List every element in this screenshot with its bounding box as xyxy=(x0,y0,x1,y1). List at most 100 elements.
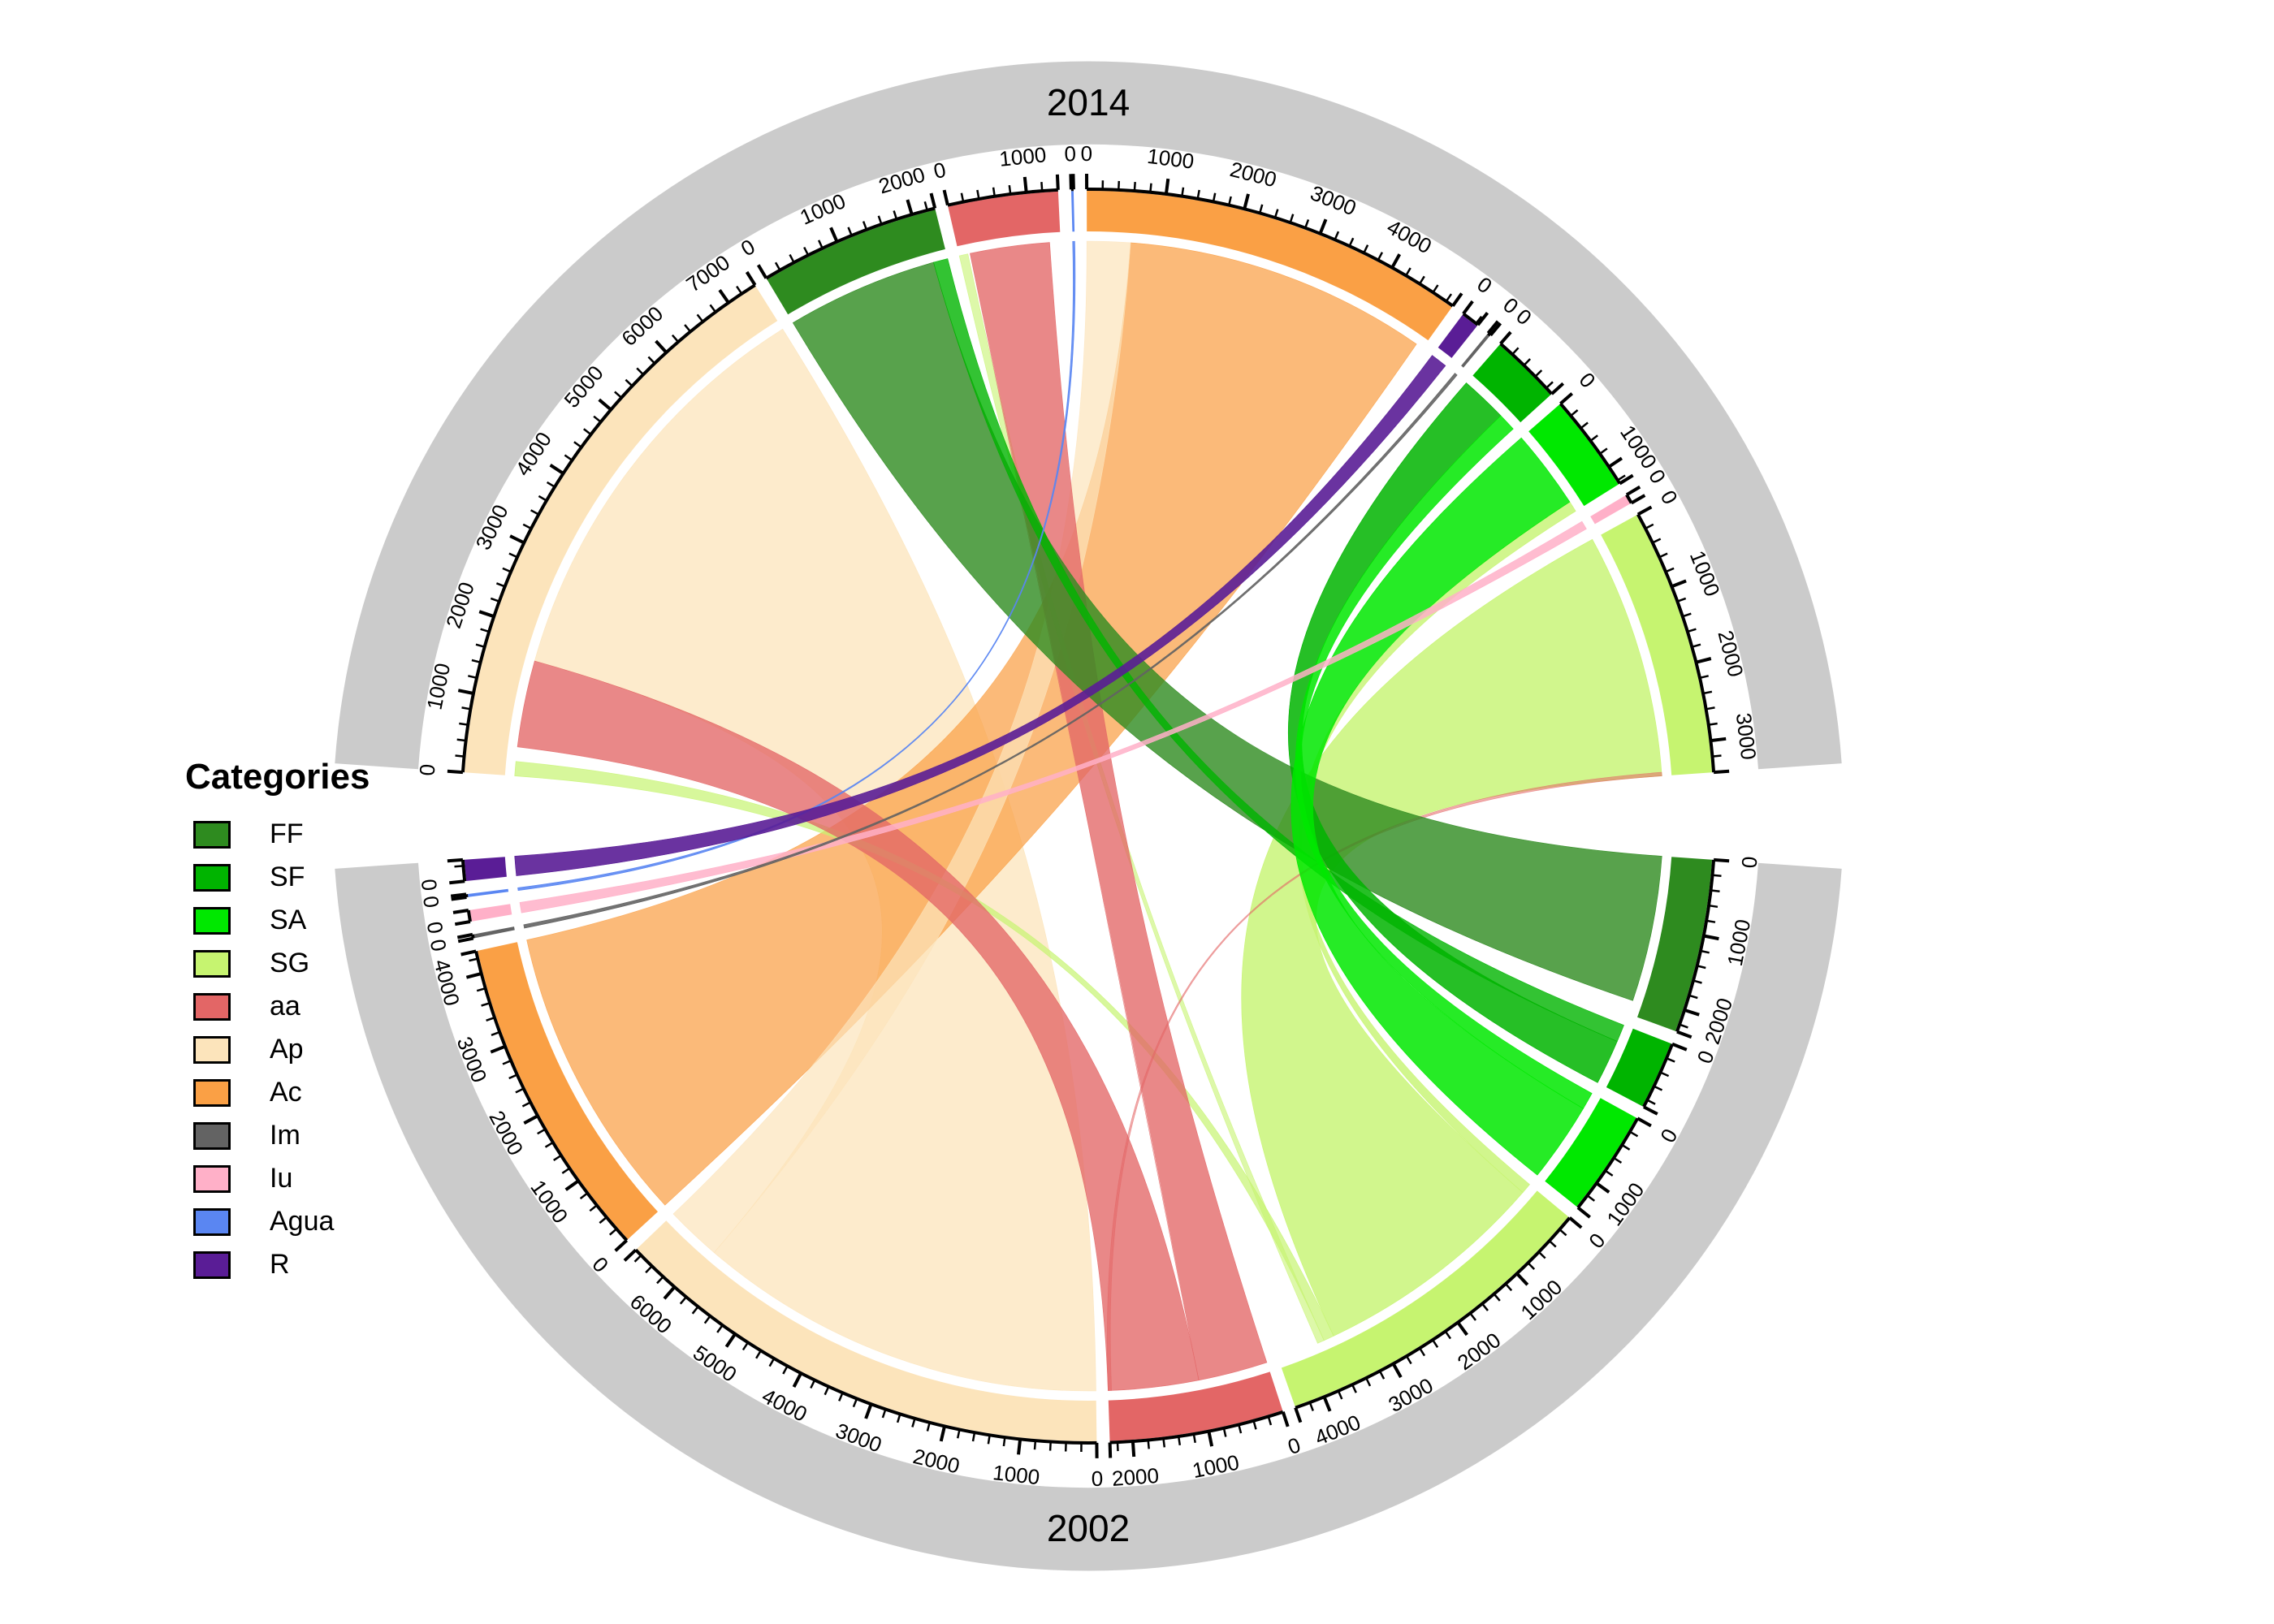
tick-label: 0 xyxy=(1737,856,1762,870)
ribbon-FF-to-FF xyxy=(792,261,1662,1001)
sector-SA-2002 xyxy=(1545,1098,1636,1207)
legend: Categories FF SF SA SG aa Ap Ac xyxy=(185,759,370,1286)
axis-Im-2002: 0 xyxy=(426,932,475,953)
legend-label: Iu xyxy=(270,1163,293,1194)
tick-label: 0 xyxy=(415,763,440,777)
sector-Iu-2002 xyxy=(469,904,512,922)
ribbon-Im-to-Im xyxy=(523,373,1458,929)
tick-label: 0 xyxy=(1574,368,1600,393)
tick-label: 1000 xyxy=(1146,144,1195,174)
legend-swatch-R xyxy=(193,1250,231,1279)
legend-swatch-Iu xyxy=(193,1164,231,1193)
tick-label: 1000 xyxy=(992,1460,1041,1489)
tick-label: 1000 xyxy=(998,142,1048,171)
legend-item-R: R xyxy=(185,1243,370,1286)
axis-Iu-2002: 0 xyxy=(422,909,472,935)
tick-label: 0 xyxy=(1092,1466,1104,1491)
sector-Iu-2014 xyxy=(1590,495,1631,525)
tick-label: 0 xyxy=(1285,1432,1303,1459)
chord-ribbons xyxy=(514,240,1662,1392)
sector-FF-2014 xyxy=(767,209,945,315)
tick-label: 0 xyxy=(1656,486,1683,508)
tick-label: 0 xyxy=(1472,272,1497,299)
outer-year-ring xyxy=(335,61,1842,1571)
sector-Agua-2002 xyxy=(468,888,509,897)
ribbon-SA-to-SF xyxy=(1295,415,1593,1109)
legend-label: SG xyxy=(270,948,310,978)
legend-label: SF xyxy=(270,862,305,892)
sector-Ac-2002 xyxy=(478,942,658,1240)
year-label-2014: 2014 xyxy=(1047,81,1130,123)
ribbon-aa-to-Ap xyxy=(517,660,1200,1391)
ribbon-SG-to-aa xyxy=(958,253,1325,1344)
legend-item-FF: FF xyxy=(185,813,370,856)
legend-item-SG: SG xyxy=(185,942,370,985)
legend-swatch-Im xyxy=(193,1121,231,1150)
legend-item-Ac: Ac xyxy=(185,1071,370,1114)
sector-SG-2014 xyxy=(1601,515,1713,775)
ribbon-Iu-to-Iu xyxy=(519,520,1587,914)
sector-R-2002 xyxy=(464,857,507,881)
tick-label: 2000 xyxy=(1111,1463,1160,1491)
tick-label: 0 xyxy=(1655,1125,1682,1147)
tick-label: 0 xyxy=(417,878,442,892)
legend-swatch-aa xyxy=(193,992,231,1021)
sector-Ap-2014 xyxy=(464,286,778,775)
ribbon-SF-to-SF xyxy=(1288,382,1618,1083)
legend-swatch-SA xyxy=(193,906,231,935)
legend-item-SF: SF xyxy=(185,856,370,899)
legend-item-aa: aa xyxy=(185,985,370,1028)
legend-swatch-SF xyxy=(193,863,231,892)
tick-label: 0 xyxy=(1692,1047,1718,1067)
axis-Agua-2014: 0 xyxy=(1064,141,1076,192)
legend-label: FF xyxy=(270,818,304,849)
legend-label: Agua xyxy=(270,1206,335,1237)
legend-label: Ac xyxy=(270,1077,302,1108)
ribbon-aa-to-SG xyxy=(1107,771,1662,1391)
legend-label: R xyxy=(270,1249,290,1280)
legend-swatch-Ap xyxy=(193,1035,231,1064)
sector-Im-2002 xyxy=(473,926,515,939)
axis-R-2014: 0 xyxy=(1462,272,1497,326)
sector-FF-2002 xyxy=(1637,857,1713,1031)
sector-SG-2002 xyxy=(1281,1190,1569,1406)
sector-Im-2014 xyxy=(1461,334,1489,368)
legend-swatch-FF xyxy=(193,820,231,849)
legend-label: Im xyxy=(270,1120,300,1151)
legend-item-Agua: Agua xyxy=(185,1200,370,1243)
legend-title: Categories xyxy=(185,757,370,797)
sector-Agua-2014 xyxy=(1071,191,1075,232)
sector-SF-2002 xyxy=(1606,1028,1671,1107)
legend-label: Ap xyxy=(270,1034,304,1065)
legend-item-Ap: Ap xyxy=(185,1028,370,1071)
legend-label: SA xyxy=(270,905,307,935)
sector-aa-2014 xyxy=(948,191,1061,247)
legend-swatch-Agua xyxy=(193,1207,231,1236)
sector-arcs xyxy=(464,190,1713,1441)
tick-label: 0 xyxy=(426,937,452,953)
tick-label: 0 xyxy=(418,895,444,909)
year-label-2002: 2002 xyxy=(1047,1507,1130,1549)
legend-swatch-SG xyxy=(193,949,231,978)
sector-aa-2002 xyxy=(1108,1371,1283,1441)
legend-item-Im: Im xyxy=(185,1114,370,1157)
year-ring-2014 xyxy=(335,61,1842,770)
sector-Ap-2002 xyxy=(637,1220,1097,1441)
legend-label: aa xyxy=(270,991,300,1021)
sector-SF-2014 xyxy=(1472,344,1551,423)
legend-item-Iu: Iu xyxy=(185,1157,370,1200)
ribbon-SG-to-Ap xyxy=(514,761,1334,1341)
sector-SA-2014 xyxy=(1528,404,1619,507)
sector-Ac-2014 xyxy=(1087,190,1452,341)
tick-label: 0 xyxy=(932,158,949,184)
legend-swatch-Ac xyxy=(193,1078,231,1107)
axis-aa-2014: 0 1000 xyxy=(932,142,1060,207)
tick-label: 0 xyxy=(1081,141,1093,166)
year-ring-2002 xyxy=(335,862,1842,1571)
legend-item-SA: SA xyxy=(185,899,370,942)
axis-Agua-2002: 0 xyxy=(418,892,469,909)
